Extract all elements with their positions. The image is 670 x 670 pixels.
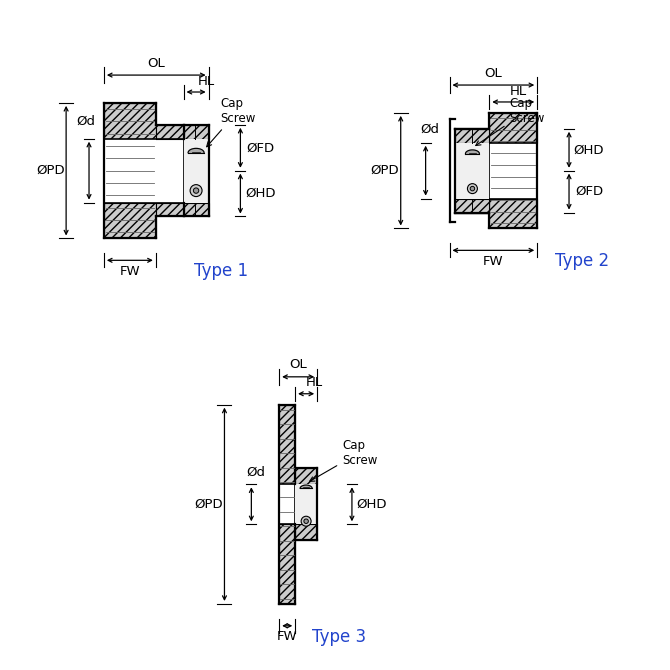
Bar <box>295 468 317 484</box>
Bar <box>489 198 537 228</box>
Circle shape <box>190 185 202 196</box>
Bar <box>456 129 489 143</box>
Bar <box>456 129 489 212</box>
Text: FW: FW <box>483 255 504 268</box>
Text: HL: HL <box>306 377 323 389</box>
Bar <box>184 139 208 202</box>
Bar <box>295 484 317 524</box>
Text: ØPD: ØPD <box>36 164 64 177</box>
Text: Ød: Ød <box>76 115 96 127</box>
Bar <box>489 143 537 198</box>
Text: Cap
Screw: Cap Screw <box>207 97 256 147</box>
Bar <box>456 198 489 212</box>
Bar <box>104 103 155 139</box>
Text: HL: HL <box>510 84 527 98</box>
Text: Cap
Screw: Cap Screw <box>476 97 545 145</box>
Bar <box>104 139 155 202</box>
Text: Type 3: Type 3 <box>312 628 366 646</box>
Circle shape <box>470 186 474 191</box>
Text: OL: OL <box>147 57 165 70</box>
Circle shape <box>468 184 478 194</box>
Text: Cap
Screw: Cap Screw <box>310 438 377 481</box>
Text: Type 1: Type 1 <box>194 262 248 280</box>
Text: FW: FW <box>119 265 140 278</box>
Circle shape <box>304 519 308 523</box>
Polygon shape <box>466 150 480 153</box>
Polygon shape <box>188 148 204 153</box>
Text: OL: OL <box>289 358 307 371</box>
Bar <box>184 125 208 139</box>
Bar <box>184 125 208 216</box>
Bar <box>279 524 295 604</box>
Text: Ød: Ød <box>420 123 439 135</box>
Text: HL: HL <box>198 74 214 88</box>
Bar <box>279 484 295 524</box>
Text: Type 2: Type 2 <box>555 253 609 270</box>
Text: ØHD: ØHD <box>245 187 275 200</box>
Text: ØPD: ØPD <box>194 498 223 511</box>
Text: ØHD: ØHD <box>574 143 604 156</box>
Bar <box>155 202 184 216</box>
Bar <box>279 405 295 484</box>
Text: Ød: Ød <box>247 466 266 479</box>
Bar <box>456 143 489 198</box>
Text: ØPD: ØPD <box>371 164 399 177</box>
Circle shape <box>301 517 311 526</box>
Bar <box>456 198 489 212</box>
Text: OL: OL <box>484 66 502 80</box>
Text: ØFD: ØFD <box>247 141 275 154</box>
Bar <box>295 468 317 540</box>
Text: FW: FW <box>277 630 297 643</box>
Bar <box>456 129 489 143</box>
Bar <box>184 202 208 216</box>
Text: ØFD: ØFD <box>575 185 603 198</box>
Bar <box>489 113 537 143</box>
Bar <box>104 202 155 239</box>
Bar <box>155 125 184 139</box>
Circle shape <box>194 188 199 193</box>
Text: ØHD: ØHD <box>356 498 387 511</box>
Polygon shape <box>300 485 312 488</box>
Bar <box>295 524 317 540</box>
